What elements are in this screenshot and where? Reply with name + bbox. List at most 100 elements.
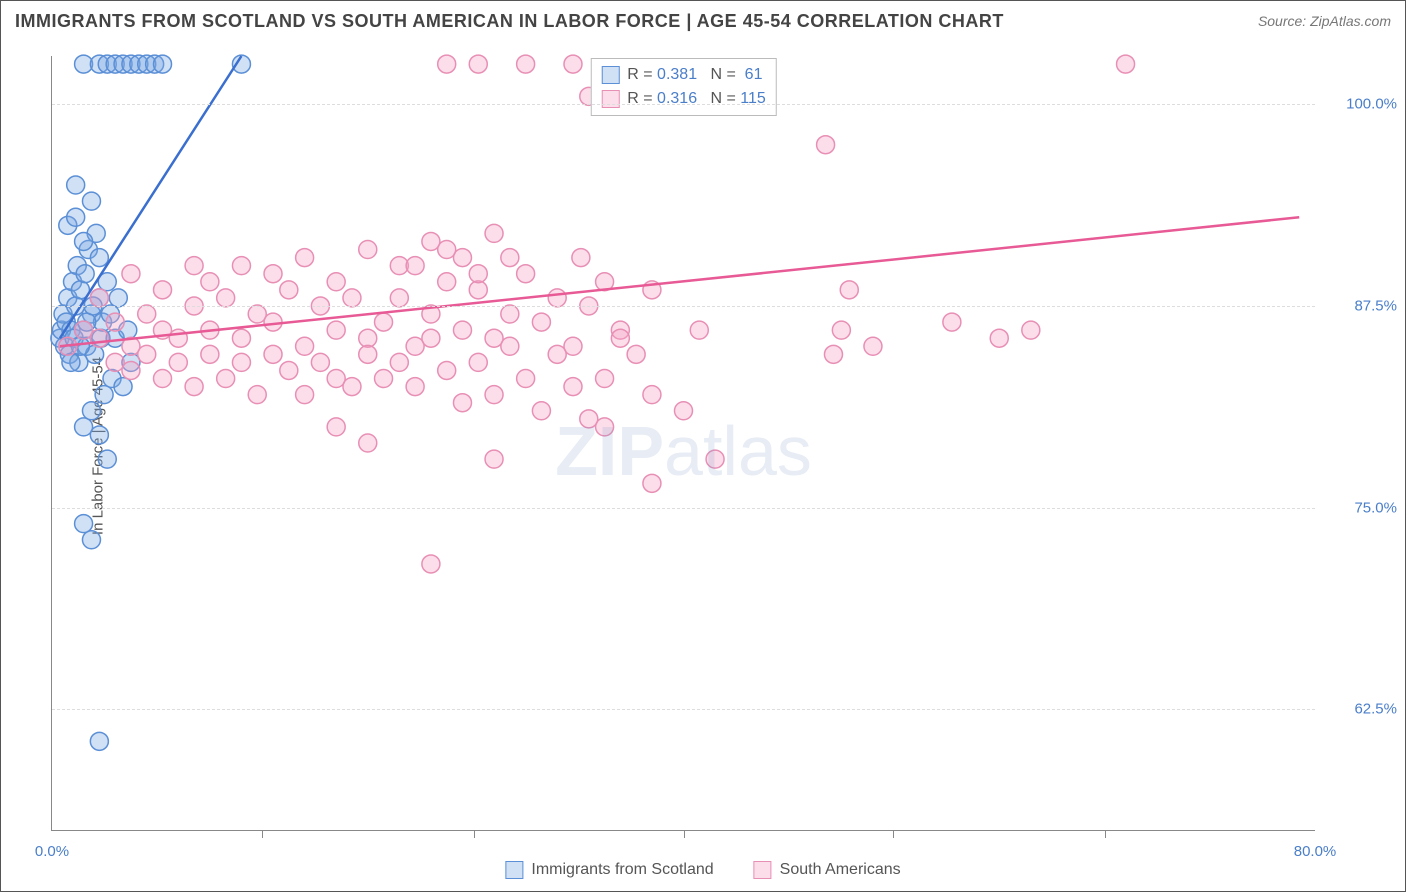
scatter-point (690, 321, 708, 339)
scatter-point (1117, 55, 1135, 73)
scatter-point (390, 353, 408, 371)
scatter-point (548, 345, 566, 363)
scatter-point (90, 329, 108, 347)
scatter-point (564, 55, 582, 73)
scatter-point (154, 281, 172, 299)
scatter-point (832, 321, 850, 339)
scatter-point (611, 329, 629, 347)
scatter-point (82, 192, 100, 210)
scatter-point (572, 249, 590, 267)
scatter-point (469, 265, 487, 283)
legend-correlation-row: R = 0.381 N = 61 (601, 63, 766, 87)
scatter-point (67, 176, 85, 194)
scatter-point (359, 329, 377, 347)
scatter-point (280, 361, 298, 379)
legend-swatch (754, 861, 772, 879)
scatter-point (469, 281, 487, 299)
legend-series-label: Immigrants from Scotland (531, 861, 713, 879)
scatter-point (1022, 321, 1040, 339)
scatter-point (517, 55, 535, 73)
scatter-point (169, 329, 187, 347)
chart-title: IMMIGRANTS FROM SCOTLAND VS SOUTH AMERIC… (15, 11, 1004, 32)
scatter-point (185, 378, 203, 396)
scatter-point (438, 361, 456, 379)
scatter-point (840, 281, 858, 299)
scatter-point (90, 249, 108, 267)
scatter-point (296, 386, 314, 404)
scatter-point (185, 257, 203, 275)
legend-series-label: South Americans (780, 861, 901, 879)
legend-swatch (601, 66, 619, 84)
scatter-point (264, 265, 282, 283)
scatter-point (75, 232, 93, 250)
scatter-point (359, 345, 377, 363)
scatter-point (90, 289, 108, 307)
gridline (52, 306, 1315, 307)
scatter-point (264, 345, 282, 363)
scatter-point (438, 273, 456, 291)
scatter-point (169, 353, 187, 371)
scatter-point (232, 329, 250, 347)
scatter-point (359, 241, 377, 259)
scatter-point (406, 257, 424, 275)
scatter-point (311, 353, 329, 371)
scatter-point (517, 370, 535, 388)
scatter-point (82, 531, 100, 549)
scatter-point (864, 337, 882, 355)
gridline (52, 104, 1315, 105)
scatter-point (824, 345, 842, 363)
source-label: Source: ZipAtlas.com (1258, 13, 1391, 29)
scatter-point (98, 450, 116, 468)
scatter-point (706, 450, 724, 468)
legend-correlation-text: R = 0.381 N = 61 (627, 63, 762, 87)
scatter-point (453, 321, 471, 339)
scatter-point (217, 370, 235, 388)
scatter-point (95, 386, 113, 404)
scatter-point (453, 394, 471, 412)
scatter-point (596, 370, 614, 388)
legend-correlation-row: R = 0.316 N = 115 (601, 87, 766, 111)
scatter-point (122, 265, 140, 283)
scatter-point (75, 515, 93, 533)
scatter-point (106, 313, 124, 331)
scatter-point (438, 241, 456, 259)
plot-area: ZIPatlas R = 0.381 N = 61R = 0.316 N = 1… (51, 56, 1315, 831)
x-tick-label: 80.0% (1294, 843, 1337, 860)
scatter-point (422, 555, 440, 573)
scatter-point (327, 321, 345, 339)
scatter-point (469, 353, 487, 371)
scatter-point (154, 55, 172, 73)
scatter-point (501, 337, 519, 355)
scatter-point (327, 273, 345, 291)
scatter-point (82, 402, 100, 420)
y-tick-label: 75.0% (1354, 499, 1397, 516)
scatter-point (532, 402, 550, 420)
scatter-point (485, 224, 503, 242)
x-tick (474, 830, 475, 838)
gridline (52, 709, 1315, 710)
legend-correlation-text: R = 0.316 N = 115 (627, 87, 766, 111)
scatter-point (469, 55, 487, 73)
scatter-point (343, 289, 361, 307)
scatter-point (248, 386, 266, 404)
scatter-point (217, 289, 235, 307)
scatter-point (990, 329, 1008, 347)
scatter-point (390, 289, 408, 307)
x-tick (262, 830, 263, 838)
scatter-point (406, 378, 424, 396)
legend-correlation: R = 0.381 N = 61R = 0.316 N = 115 (590, 58, 777, 116)
x-tick (1105, 830, 1106, 838)
plot-svg (52, 56, 1315, 830)
scatter-point (62, 353, 80, 371)
scatter-point (138, 305, 156, 323)
scatter-point (643, 386, 661, 404)
y-tick-label: 87.5% (1354, 297, 1397, 314)
scatter-point (343, 378, 361, 396)
scatter-point (359, 434, 377, 452)
scatter-point (501, 249, 519, 267)
scatter-point (67, 208, 85, 226)
scatter-point (296, 249, 314, 267)
scatter-point (90, 426, 108, 444)
legend-swatch (505, 861, 523, 879)
scatter-point (422, 329, 440, 347)
